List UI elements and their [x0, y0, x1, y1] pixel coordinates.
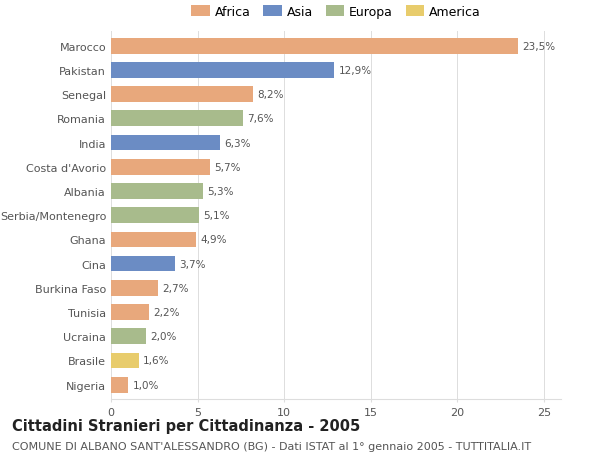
Bar [111, 63, 334, 78]
Text: 2,2%: 2,2% [154, 308, 180, 317]
Legend: Africa, Asia, Europa, America: Africa, Asia, Europa, America [191, 6, 481, 18]
Bar [111, 39, 518, 55]
Bar [111, 160, 209, 175]
Text: 7,6%: 7,6% [247, 114, 274, 124]
Bar [111, 280, 158, 296]
Bar [111, 135, 220, 151]
Text: 2,7%: 2,7% [162, 283, 188, 293]
Text: 2,0%: 2,0% [150, 331, 176, 341]
Bar [111, 256, 175, 272]
Bar [111, 232, 196, 248]
Bar [111, 87, 253, 103]
Text: 23,5%: 23,5% [522, 42, 555, 51]
Bar [111, 329, 146, 344]
Bar [111, 377, 128, 393]
Text: 5,7%: 5,7% [214, 162, 241, 173]
Text: 3,7%: 3,7% [179, 259, 206, 269]
Text: COMUNE DI ALBANO SANT'ALESSANDRO (BG) - Dati ISTAT al 1° gennaio 2005 - TUTTITAL: COMUNE DI ALBANO SANT'ALESSANDRO (BG) - … [12, 441, 531, 451]
Text: 12,9%: 12,9% [338, 66, 372, 76]
Text: 6,3%: 6,3% [224, 138, 251, 148]
Text: 5,3%: 5,3% [207, 186, 233, 196]
Bar [111, 184, 203, 199]
Bar [111, 111, 242, 127]
Text: 5,1%: 5,1% [203, 211, 230, 221]
Bar [111, 353, 139, 369]
Text: 4,9%: 4,9% [200, 235, 227, 245]
Text: 1,0%: 1,0% [133, 380, 159, 390]
Bar [111, 208, 199, 224]
Text: Cittadini Stranieri per Cittadinanza - 2005: Cittadini Stranieri per Cittadinanza - 2… [12, 418, 360, 433]
Bar [111, 304, 149, 320]
Text: 1,6%: 1,6% [143, 356, 170, 366]
Text: 8,2%: 8,2% [257, 90, 284, 100]
